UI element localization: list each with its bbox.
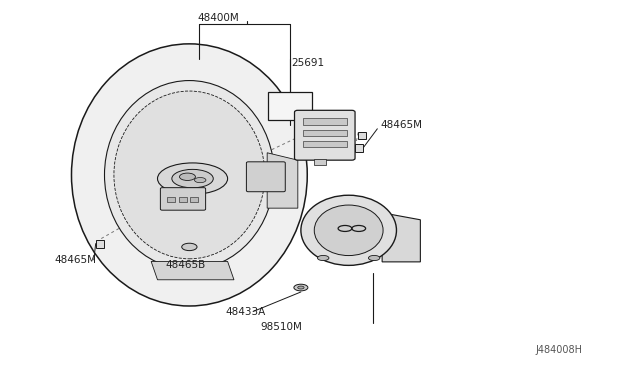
Bar bbox=[303, 129, 347, 136]
Text: 48465M: 48465M bbox=[54, 255, 96, 265]
Polygon shape bbox=[151, 262, 234, 280]
Bar bbox=[314, 160, 326, 165]
Bar bbox=[358, 132, 366, 139]
Bar bbox=[355, 144, 364, 152]
Text: 25691: 25691 bbox=[291, 58, 324, 68]
Ellipse shape bbox=[182, 243, 197, 251]
Bar bbox=[96, 240, 104, 248]
Bar bbox=[168, 198, 175, 202]
Text: 48400M: 48400M bbox=[197, 13, 239, 23]
FancyBboxPatch shape bbox=[294, 110, 355, 160]
Bar bbox=[303, 141, 347, 147]
Ellipse shape bbox=[104, 81, 275, 269]
FancyBboxPatch shape bbox=[246, 162, 285, 192]
Text: 48465M: 48465M bbox=[381, 120, 422, 130]
Text: 48433A: 48433A bbox=[226, 307, 266, 317]
Ellipse shape bbox=[314, 205, 383, 256]
Bar bbox=[268, 92, 312, 119]
Ellipse shape bbox=[195, 177, 206, 183]
Text: 48465B: 48465B bbox=[165, 260, 205, 270]
FancyBboxPatch shape bbox=[161, 187, 205, 210]
Text: J484008H: J484008H bbox=[536, 345, 582, 355]
Polygon shape bbox=[267, 153, 298, 208]
Text: 98510M: 98510M bbox=[261, 322, 303, 332]
Ellipse shape bbox=[172, 169, 213, 188]
Ellipse shape bbox=[298, 286, 304, 289]
Bar bbox=[190, 198, 198, 202]
Ellipse shape bbox=[179, 173, 195, 180]
Bar bbox=[303, 118, 347, 125]
Ellipse shape bbox=[157, 163, 228, 194]
Ellipse shape bbox=[72, 44, 307, 306]
Polygon shape bbox=[382, 213, 420, 262]
Ellipse shape bbox=[317, 256, 329, 260]
Ellipse shape bbox=[114, 91, 265, 259]
Ellipse shape bbox=[369, 256, 380, 260]
Ellipse shape bbox=[301, 195, 396, 265]
Ellipse shape bbox=[294, 284, 308, 291]
Bar bbox=[179, 198, 186, 202]
